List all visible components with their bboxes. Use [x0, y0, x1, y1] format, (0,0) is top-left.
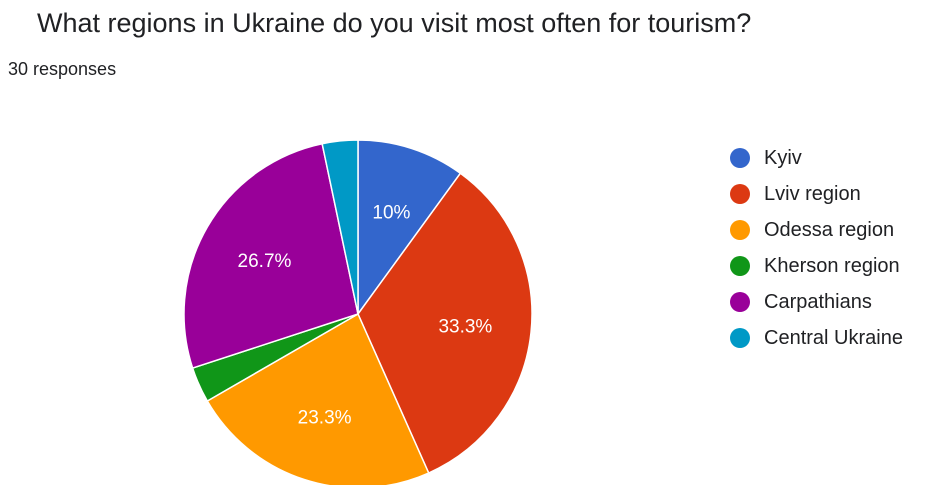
chart-title: What regions in Ukraine do you visit mos… — [37, 8, 752, 38]
pie-label-odessa-region: 23.3% — [298, 408, 352, 429]
pie-slice-lviv-region[interactable] — [357, 172, 533, 474]
legend-swatch-carpathians — [730, 292, 750, 312]
legend-item-central-ukraine[interactable]: Central Ukraine — [730, 320, 903, 356]
pie-slice-odessa-region[interactable] — [206, 312, 430, 485]
legend-swatch-odessa-region — [730, 220, 750, 240]
pie-label-lviv-region: 33.3% — [438, 316, 492, 337]
legend-swatch-lviv-region — [730, 184, 750, 204]
legend-item-kyiv[interactable]: Kyiv — [730, 140, 903, 176]
pie-slice-kyiv[interactable] — [357, 139, 462, 317]
legend-swatch-kyiv — [730, 148, 750, 168]
legend-label-kherson-region: Kherson region — [764, 254, 900, 277]
legend-swatch-kherson-region — [730, 256, 750, 276]
legend-label-lviv-region: Lviv region — [764, 182, 861, 205]
legend-label-carpathians: Carpathians — [764, 290, 872, 313]
pie-slice-central-ukraine[interactable] — [321, 139, 359, 315]
legend-swatch-central-ukraine — [730, 328, 750, 348]
response-count: 30 responses — [8, 59, 117, 79]
legend-item-carpathians[interactable]: Carpathians — [730, 284, 903, 320]
legend: Kyiv Lviv region Odessa region Kherson r… — [730, 140, 903, 356]
legend-label-kyiv: Kyiv — [764, 146, 802, 169]
legend-item-lviv-region[interactable]: Lviv region — [730, 176, 903, 212]
legend-label-central-ukraine: Central Ukraine — [764, 326, 903, 349]
legend-item-odessa-region[interactable]: Odessa region — [730, 212, 903, 248]
legend-item-kherson-region[interactable]: Kherson region — [730, 248, 903, 284]
pie-label-kyiv: 10% — [372, 202, 410, 223]
pie-label-carpathians: 26.7% — [238, 251, 292, 272]
pie-slice-carpathians[interactable] — [183, 142, 359, 370]
legend-label-odessa-region: Odessa region — [764, 218, 895, 241]
